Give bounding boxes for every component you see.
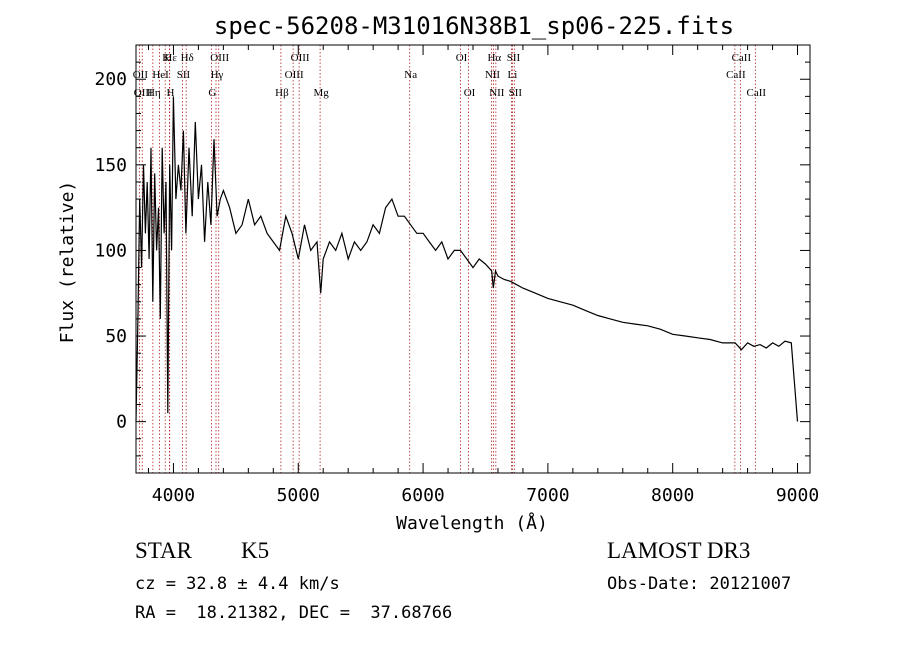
- line-label-8: Hδ: [181, 52, 194, 64]
- line-label-25: CaII: [732, 52, 752, 64]
- y-axis: 0 50 100 150 200: [94, 44, 810, 457]
- survey-name: LAMOST DR3: [607, 538, 751, 563]
- spectral-subclass: K5: [241, 538, 270, 563]
- line-label-10: Hγ: [211, 69, 224, 81]
- line-label-7: H: [166, 87, 174, 99]
- line-label-0: Hε: [164, 52, 177, 64]
- line-label-6: SII: [177, 69, 191, 81]
- line-label-9: OIII: [210, 52, 229, 64]
- line-label-19: Hα: [487, 52, 501, 64]
- line-markers: [138, 45, 756, 473]
- x-axis-label: Wavelength (Å): [396, 512, 548, 534]
- x-tick-label-3: 7000: [526, 485, 569, 506]
- plot-frame: [135, 44, 811, 474]
- x-tick-label-4: 8000: [651, 485, 694, 506]
- y-tick-label-2: 100: [94, 240, 127, 261]
- line-label-27: CaII: [747, 87, 767, 99]
- line-label-1: OII: [133, 69, 149, 81]
- line-label-23: Li: [508, 69, 518, 81]
- y-axis-label: Flux (relative): [57, 181, 78, 344]
- line-label-15: Mg: [313, 87, 329, 99]
- y-tick-label-0: 0: [116, 412, 127, 433]
- object-class: STAR: [135, 538, 192, 563]
- line-label-22: SII: [507, 52, 521, 64]
- line-label-5: HeI: [152, 69, 169, 81]
- line-label-16: Na: [404, 69, 417, 81]
- x-tick-label-5: 9000: [776, 485, 819, 506]
- line-label-17: OI: [456, 52, 468, 64]
- redshift-value: cz = 32.8 ± 4.4 km/s: [135, 574, 340, 594]
- x-tick-label-2: 6000: [401, 485, 444, 506]
- line-label-4: Hη: [147, 87, 161, 99]
- line-label-14: Hβ: [275, 87, 289, 99]
- chart-title: spec-56208-M31016N38B1_sp06-225.fits: [214, 12, 734, 40]
- line-label-26: CaII: [726, 69, 746, 81]
- spectrum-line: [135, 96, 799, 422]
- x-tick-label-0: 4000: [152, 485, 195, 506]
- y-tick-label-1: 50: [105, 326, 127, 347]
- line-label-24: SII: [509, 87, 523, 99]
- x-axis: 4000 5000 6000 7000 8000 9000: [147, 45, 819, 506]
- line-label-20: NII: [485, 69, 501, 81]
- line-label-13: OIII: [285, 69, 304, 81]
- observation-date: Obs-Date: 20121007: [607, 574, 792, 594]
- line-label-11: G: [208, 87, 216, 99]
- line-label-12: OIII: [291, 52, 310, 64]
- line-label-21: NII: [489, 87, 505, 99]
- line-label-3: K: [162, 52, 170, 64]
- line-label-18: OI: [464, 87, 476, 99]
- x-tick-label-1: 5000: [277, 485, 320, 506]
- coordinates: RA = 18.21382, DEC = 37.68766: [135, 603, 453, 623]
- y-tick-label-4: 200: [94, 69, 127, 90]
- y-tick-label-3: 150: [94, 155, 127, 176]
